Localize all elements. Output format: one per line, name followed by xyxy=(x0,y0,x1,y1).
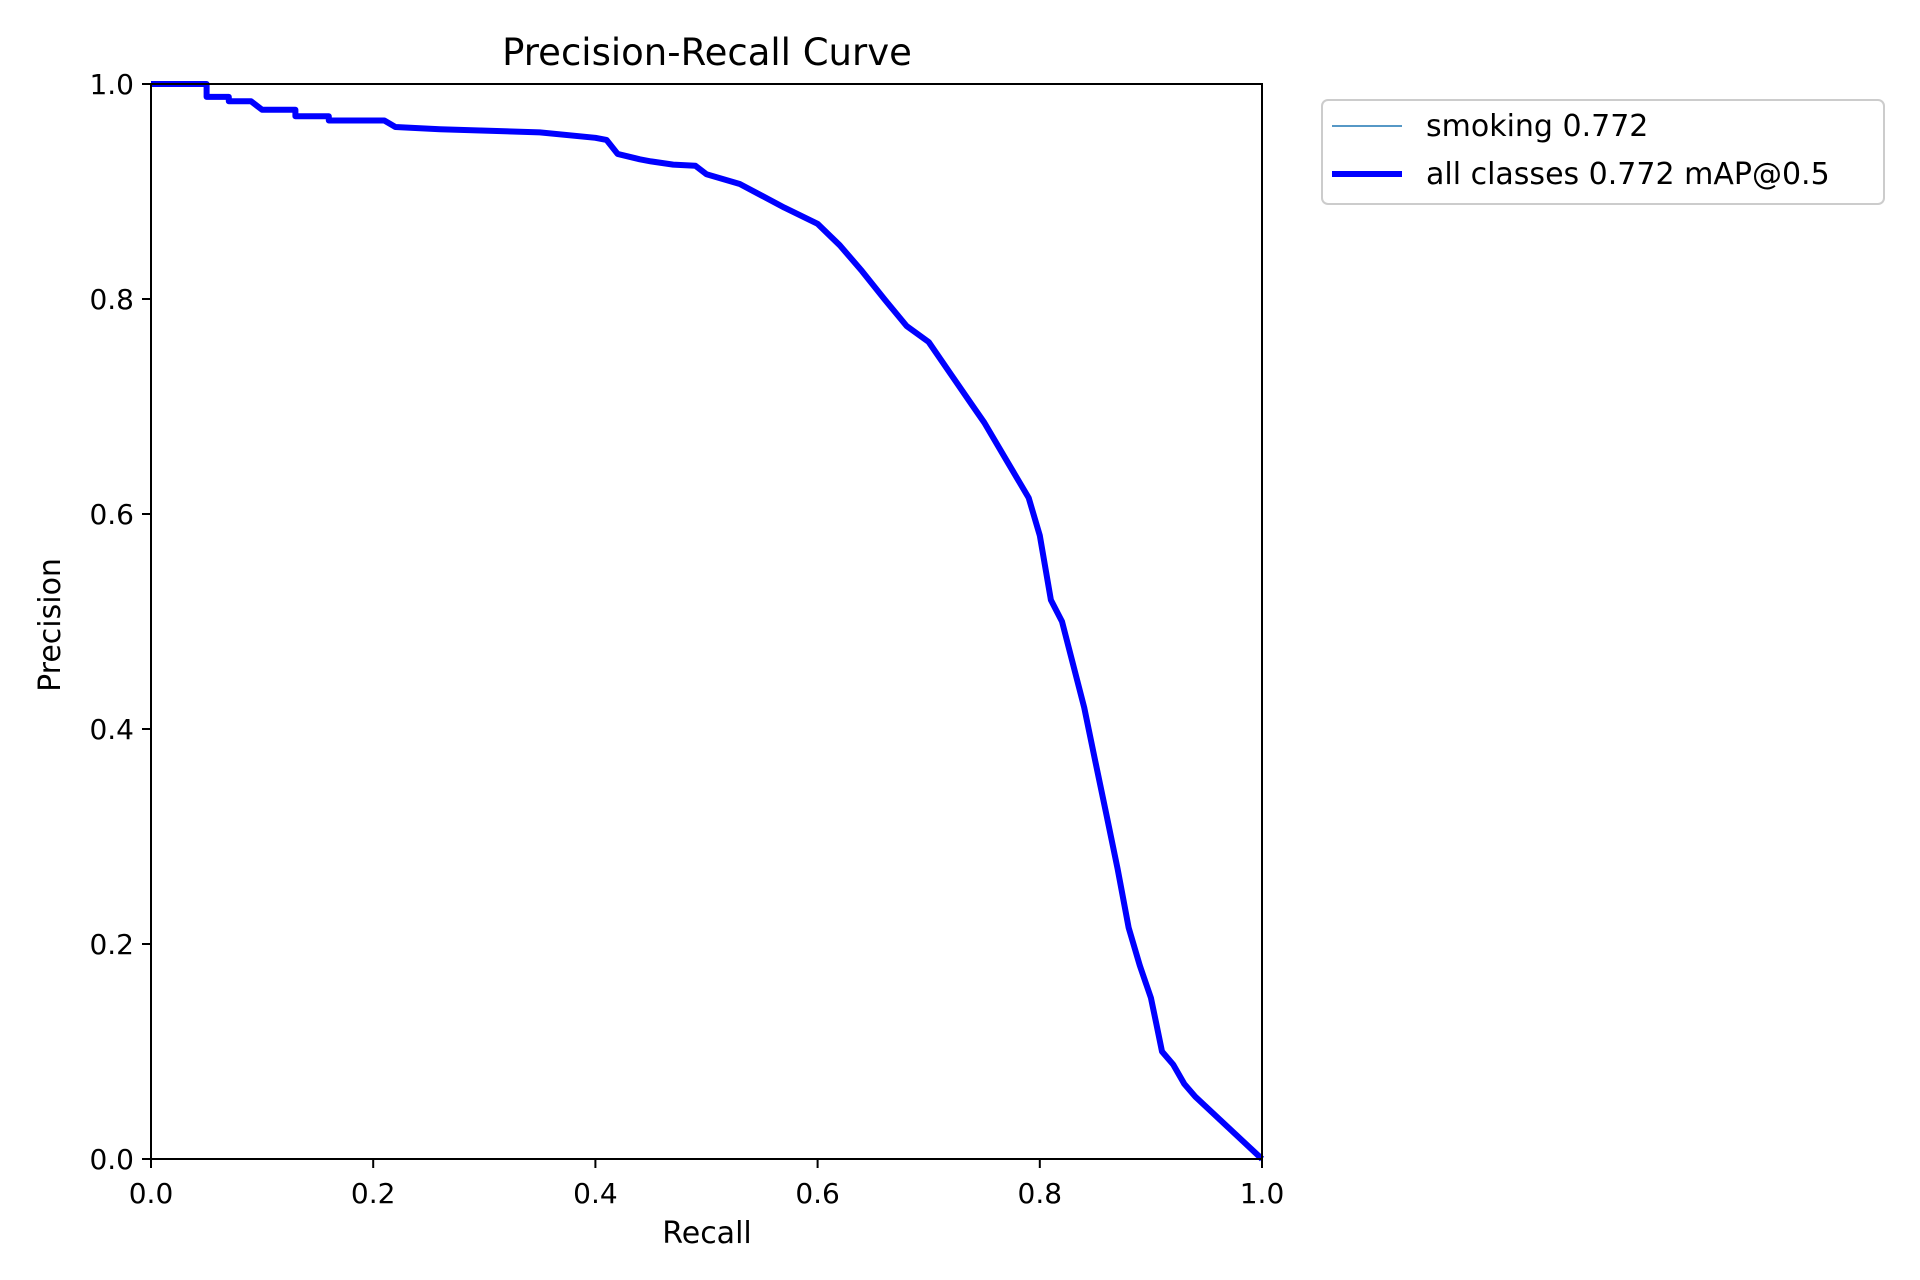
x-tick-label: 1.0 xyxy=(1240,1177,1285,1210)
y-tick-label: 0.0 xyxy=(89,1143,134,1176)
legend-label-0: smoking 0.772 xyxy=(1426,109,1648,144)
x-axis-ticks: 0.0 0.2 0.4 0.6 0.8 1.0 xyxy=(129,1159,1285,1210)
y-tick-label: 0.4 xyxy=(89,713,134,746)
x-axis-label: Recall xyxy=(662,1216,752,1251)
axes-frame xyxy=(150,83,1263,1160)
x-tick-label: 0.4 xyxy=(573,1177,618,1210)
y-tick-label: 0.6 xyxy=(89,498,134,531)
x-tick-label: 0.2 xyxy=(351,1177,396,1210)
x-tick-label: 0.8 xyxy=(1018,1177,1063,1210)
y-tick-label: 1.0 xyxy=(89,68,134,101)
legend-label-1: all classes 0.772 mAP@0.5 xyxy=(1426,157,1830,192)
y-axis-label: Precision xyxy=(33,558,68,692)
chart-title: Precision-Recall Curve xyxy=(502,31,912,74)
x-tick-label: 0.6 xyxy=(795,1177,840,1210)
x-tick-label: 0.0 xyxy=(129,1177,174,1210)
legend: smoking 0.772 all classes 0.772 mAP@0.5 xyxy=(1321,99,1885,205)
y-axis-ticks: 0.0 0.2 0.4 0.6 0.8 1.0 xyxy=(89,68,151,1176)
y-tick-label: 0.8 xyxy=(89,283,134,316)
legend-box xyxy=(1321,99,1885,205)
plot-area: 0.0 0.2 0.4 0.6 0.8 1.0 0.0 0.2 0.4 0.6 0.8 1.0 xyxy=(89,68,1284,1210)
series-line-1 xyxy=(151,81,1265,1162)
series-group xyxy=(151,81,1265,1162)
y-tick-label: 0.2 xyxy=(89,928,134,961)
